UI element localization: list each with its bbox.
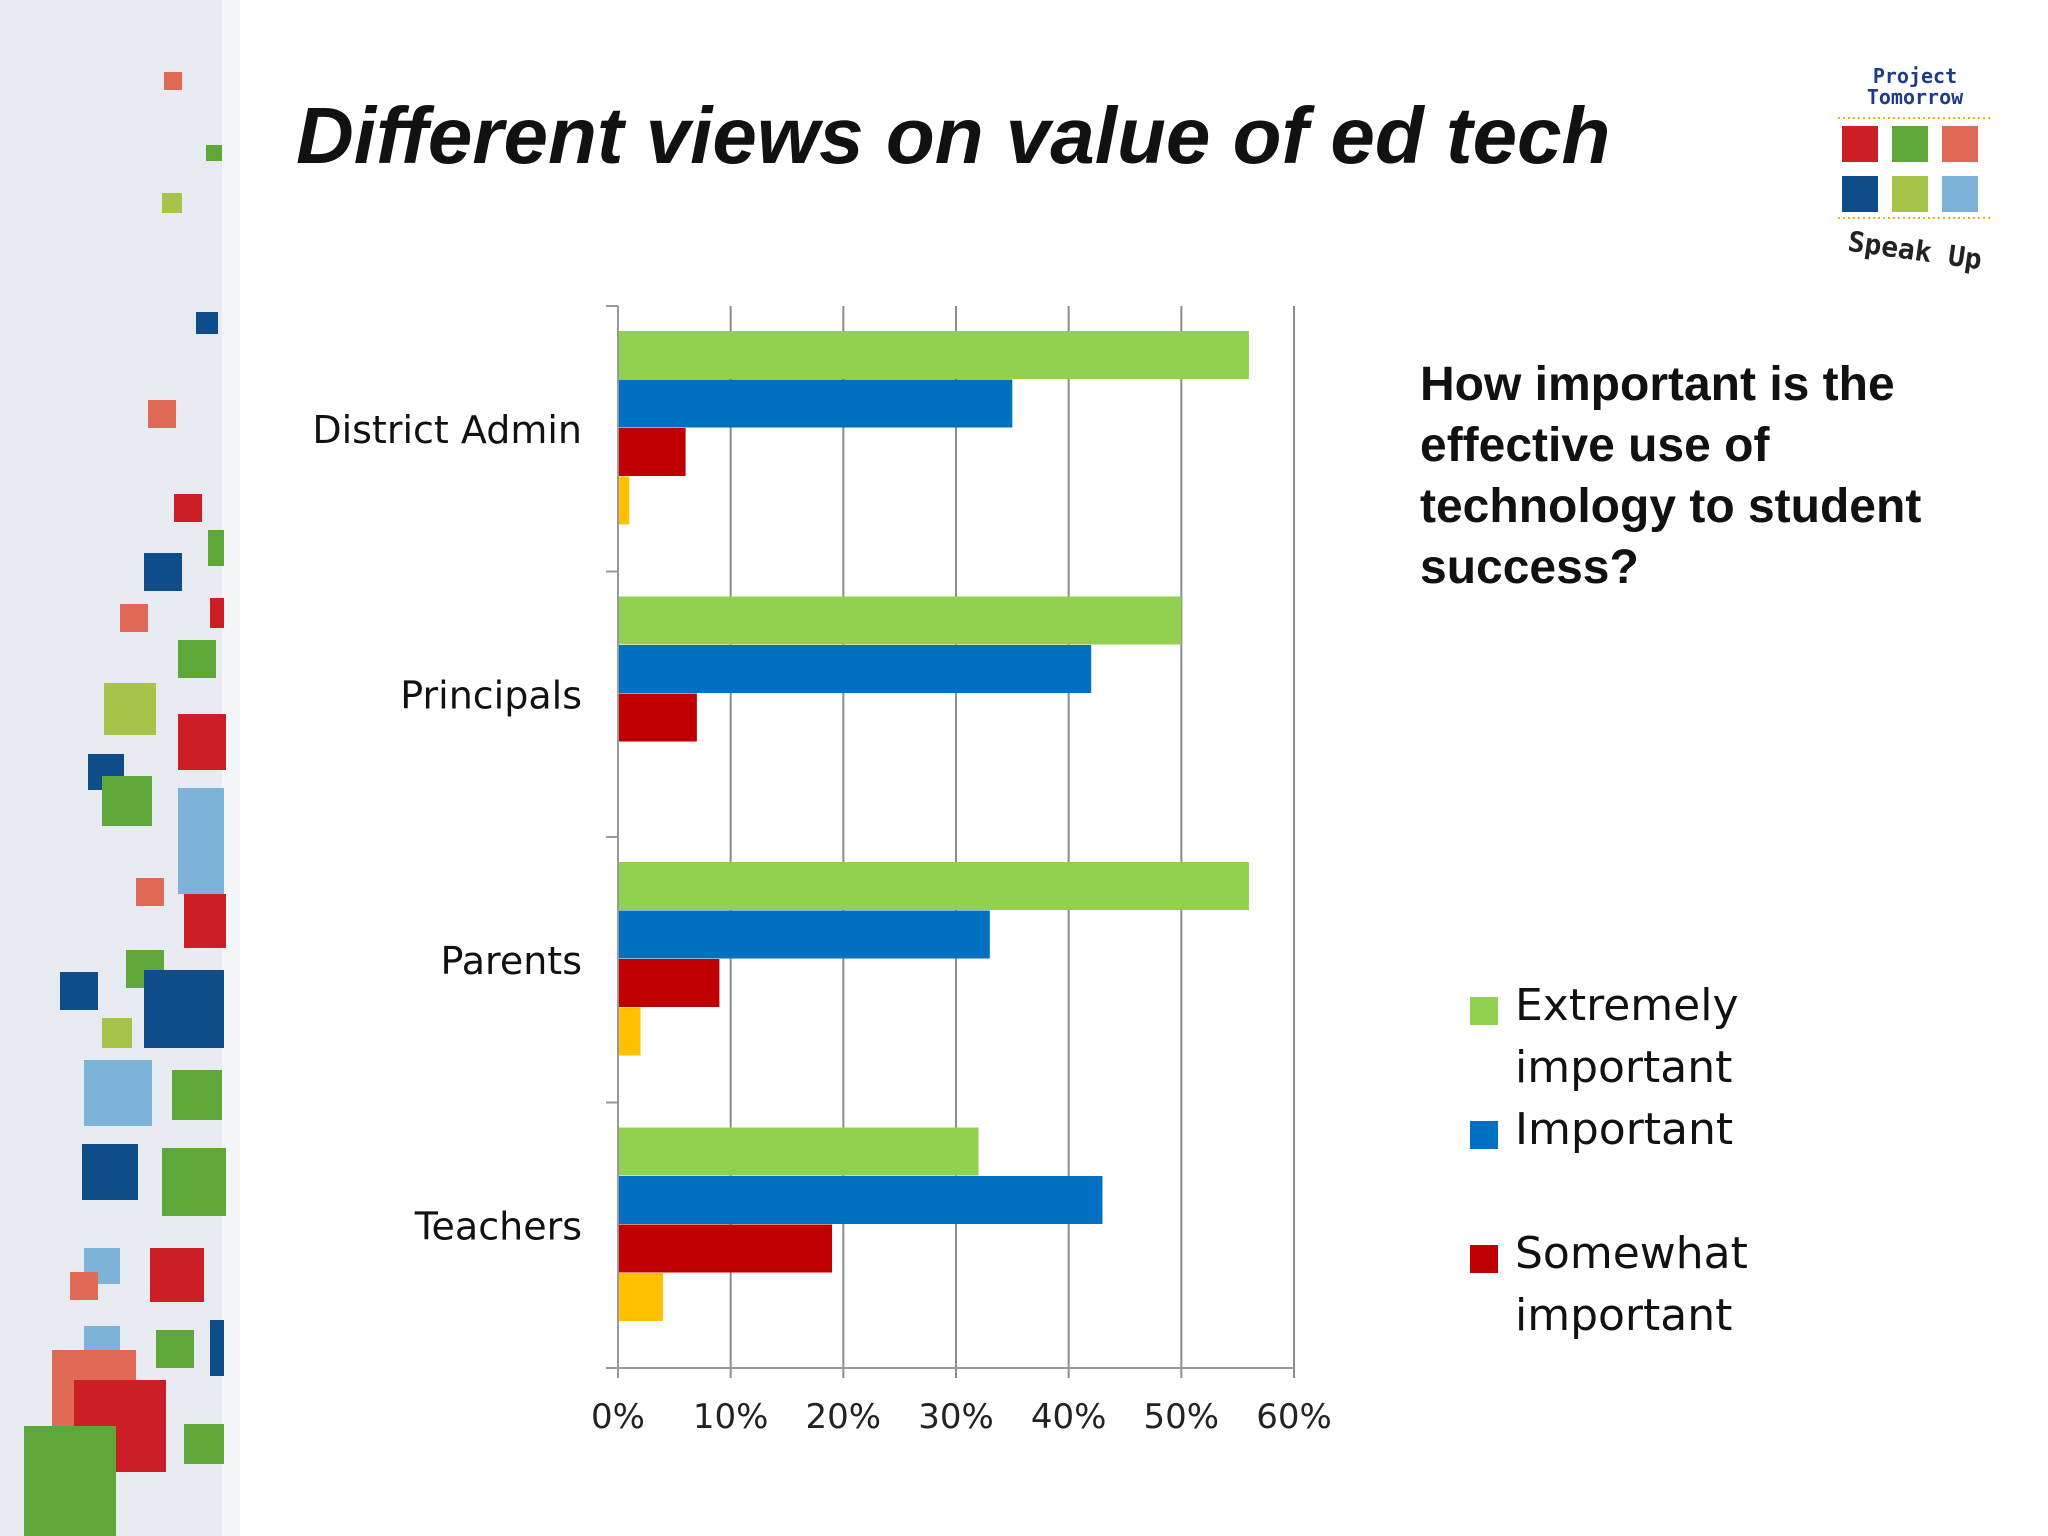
logo-square-1	[1892, 126, 1928, 162]
deco-square-21	[102, 1018, 132, 1048]
logo-square-2	[1942, 126, 1978, 162]
deco-square-34	[24, 1426, 116, 1536]
deco-square-24	[82, 1144, 138, 1200]
deco-square-5	[174, 494, 202, 522]
bar	[619, 959, 720, 1007]
deco-square-15	[178, 788, 224, 894]
deco-square-2	[162, 193, 182, 213]
legend-swatch-somewhat	[1470, 1245, 1498, 1273]
bar	[619, 428, 686, 476]
deco-square-14	[102, 776, 152, 826]
deco-square-22	[84, 1060, 152, 1126]
legend-label-important: Important	[1515, 1104, 1734, 1155]
deco-square-1	[206, 145, 222, 161]
deco-square-20	[144, 970, 224, 1048]
x-tick-label: 50%	[1144, 1397, 1220, 1437]
category-label: Principals	[400, 673, 582, 717]
legend-label-extremely: Extremely important	[1515, 980, 1739, 1093]
deco-square-11	[104, 683, 156, 735]
category-label: Teachers	[414, 1204, 582, 1248]
bar	[619, 693, 697, 742]
category-label: Parents	[441, 939, 582, 983]
logo-square-4	[1892, 176, 1928, 212]
logo-square-5	[1942, 176, 1978, 212]
legend-swatch-important	[1470, 1121, 1498, 1149]
x-tick-label: 20%	[806, 1397, 882, 1437]
logo-square-3	[1842, 176, 1878, 212]
legend-swatch-extremely	[1470, 997, 1498, 1025]
deco-square-25	[162, 1148, 226, 1216]
x-tick-label: 0%	[591, 1397, 645, 1437]
bar	[619, 1007, 641, 1056]
bar	[619, 1273, 664, 1321]
deco-square-12	[178, 714, 226, 770]
deco-square-6	[208, 530, 224, 566]
bar	[619, 476, 630, 525]
bar	[619, 1127, 979, 1176]
bar	[619, 645, 1092, 693]
category-label: District Admin	[312, 408, 582, 452]
deco-square-31	[210, 1320, 224, 1376]
question-text: How important is the effective use of te…	[1420, 358, 1922, 594]
bar	[619, 379, 1013, 428]
bar	[619, 1176, 1103, 1224]
project-tomorrow-logo: Project Tomorrow Speak Up	[1838, 64, 1992, 276]
deco-square-27	[70, 1272, 98, 1300]
decorative-squares	[0, 0, 240, 1536]
bar	[619, 331, 1249, 379]
logo-square-0	[1842, 126, 1878, 162]
bar	[619, 862, 1249, 910]
legend-label-somewhat: Somewhat important	[1515, 1228, 1748, 1341]
deco-square-35	[184, 1424, 224, 1464]
bar	[619, 596, 1182, 645]
slide-title: Different views on value of ed tech	[296, 91, 1611, 180]
legend-item-somewhat: Somewhat important	[1470, 1223, 2010, 1347]
x-tick-label: 40%	[1031, 1397, 1107, 1437]
logo-line1: Project	[1873, 64, 1957, 88]
deco-square-4	[148, 400, 176, 428]
x-tick-label: 60%	[1256, 1397, 1332, 1437]
x-tick-label: 30%	[918, 1397, 994, 1437]
legend-item-extremely: Extremely important	[1470, 975, 2010, 1099]
deco-square-8	[120, 604, 148, 632]
bar	[619, 1224, 833, 1273]
deco-square-9	[210, 598, 224, 628]
deco-square-7	[144, 553, 182, 591]
bar	[619, 910, 990, 959]
deco-square-3	[196, 312, 218, 334]
deco-square-0	[164, 72, 182, 90]
logo-tagline: Speak Up	[1846, 225, 1984, 276]
deco-square-23	[172, 1070, 222, 1120]
chart-legend: Extremely important Important Somewhat i…	[1470, 975, 2010, 1347]
deco-square-19	[60, 972, 98, 1010]
deco-square-10	[178, 640, 216, 678]
deco-square-28	[150, 1248, 204, 1302]
legend-item-important: Important	[1470, 1099, 2010, 1161]
logo-line2: Tomorrow	[1867, 85, 1964, 109]
bar-chart: 0% 10% 20% 30% 40% 50% 60% District Admin Princi…	[312, 305, 1332, 1437]
deco-square-30	[156, 1330, 194, 1368]
deco-square-16	[136, 878, 164, 906]
x-tick-label: 10%	[693, 1397, 769, 1437]
deco-square-17	[184, 894, 226, 948]
